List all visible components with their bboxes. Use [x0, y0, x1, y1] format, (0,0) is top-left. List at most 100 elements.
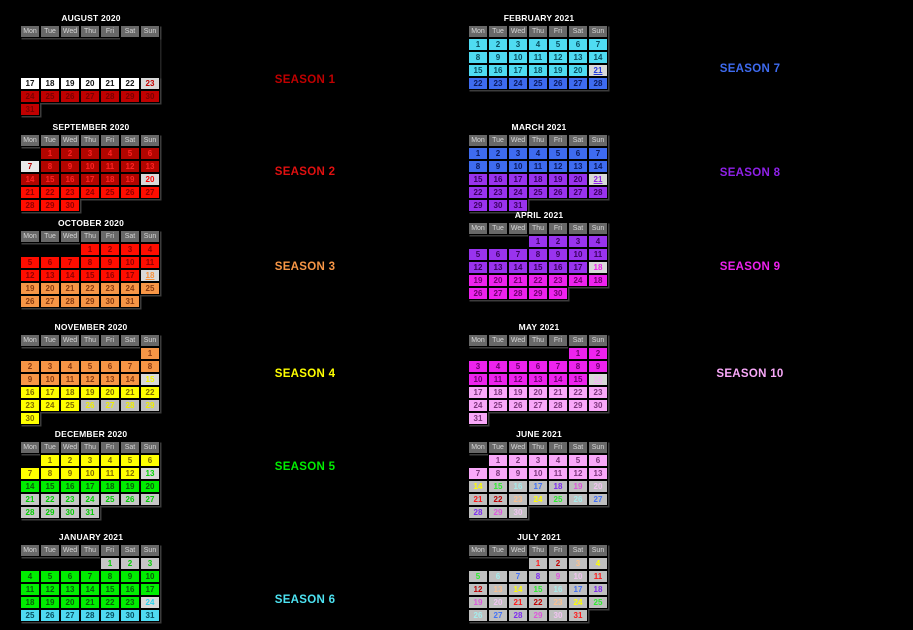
empty-slot [40, 103, 60, 116]
day-cell: 20 [568, 173, 588, 186]
day-cell: 21 [120, 386, 140, 399]
dow-header-cell: Mon [20, 134, 40, 147]
dow-header-cell: Thu [80, 334, 100, 347]
day-cell: 9 [508, 467, 528, 480]
dow-header-cell: Fri [100, 230, 120, 243]
day-cell: 11 [100, 467, 120, 480]
day-cell: 19 [120, 480, 140, 493]
month-december-2020: DECEMBER 2020 Mon Tue Wed Thu Fri Sat Sun 1 2 3 4 5 6… [20, 428, 162, 519]
day-cell: 6 [100, 360, 120, 373]
empty-slot [20, 347, 40, 360]
day-cell: 23 [508, 493, 528, 506]
day-cell: 5 [548, 38, 568, 51]
dow-header-cell: Thu [528, 441, 548, 454]
empty-slot [528, 506, 548, 519]
dow-header-cell: Tue [40, 230, 60, 243]
day-cell: 1 [80, 243, 100, 256]
dow-header-cell: Fri [548, 441, 568, 454]
day-cell: 3 [468, 360, 488, 373]
dow-header-cell: Mon [468, 134, 488, 147]
day-cell: 19 [80, 386, 100, 399]
day-cell: 11 [488, 373, 508, 386]
empty-slot [140, 506, 160, 519]
day-cell: 5 [548, 147, 568, 160]
dow-header-cell: Sun [140, 441, 160, 454]
day-cell: 12 [20, 269, 40, 282]
day-cell: 20 [488, 274, 508, 287]
day-cell: 27 [488, 287, 508, 300]
day-cell: 21 [508, 596, 528, 609]
day-cell: 19 [60, 77, 80, 90]
dow-header-cell: Mon [20, 230, 40, 243]
dow-header-cell: Tue [488, 134, 508, 147]
day-cell: 21 [20, 493, 40, 506]
day-cell: 1 [568, 347, 588, 360]
day-cell: 23 [120, 596, 140, 609]
day-cell: 7 [20, 467, 40, 480]
day-cell: 13 [488, 261, 508, 274]
dow-header-cell: Sat [120, 230, 140, 243]
day-cell: 28 [548, 399, 568, 412]
day-cell: 12 [548, 160, 568, 173]
day-cell: 18 [528, 173, 548, 186]
day-cell [120, 38, 140, 51]
day-cell: 23 [100, 282, 120, 295]
empty-slot [468, 235, 488, 248]
day-cell: 15 [528, 261, 548, 274]
day-cell: 7 [588, 38, 608, 51]
day-cell: 31 [468, 412, 488, 425]
empty-slot [60, 38, 80, 51]
empty-slot [508, 235, 528, 248]
day-cell [80, 64, 100, 77]
day-cell: 3 [80, 454, 100, 467]
day-cell: 7 [468, 467, 488, 480]
day-cell: 18 [588, 261, 608, 274]
day-cell: 3 [568, 235, 588, 248]
day-cell: 15 [40, 173, 60, 186]
day-cell: 29 [468, 199, 488, 212]
day-cell: 13 [588, 467, 608, 480]
day-cell: 5 [120, 147, 140, 160]
day-cell: 6 [40, 256, 60, 269]
day-cell [140, 38, 160, 51]
day-cell: 28 [588, 77, 608, 90]
dow-header-cell: Mon [468, 222, 488, 235]
day-cell: 25 [100, 186, 120, 199]
season-label-6: SEASON 6 [274, 594, 336, 606]
day-cell: 10 [528, 467, 548, 480]
day-cell: 11 [100, 160, 120, 173]
empty-slot [60, 557, 80, 570]
dow-header-cell: Wed [60, 544, 80, 557]
day-cell: 6 [568, 38, 588, 51]
day-cell: 14 [508, 261, 528, 274]
dow-header-cell: Fri [548, 544, 568, 557]
empty-slot [140, 295, 160, 308]
day-cell: 2 [508, 454, 528, 467]
day-cell: 13 [488, 583, 508, 596]
day-cell: 22 [528, 274, 548, 287]
day-cell: 24 [508, 77, 528, 90]
day-cell: 15 [100, 583, 120, 596]
day-cell: 23 [20, 399, 40, 412]
day-cell: 10 [40, 373, 60, 386]
day-cell: 7 [508, 570, 528, 583]
day-cell: 9 [100, 256, 120, 269]
season-label-1: SEASON 1 [274, 74, 336, 86]
dow-header-cell: Thu [80, 441, 100, 454]
day-cell: 26 [568, 493, 588, 506]
day-cell: 14 [20, 480, 40, 493]
day-cell: 28 [100, 90, 120, 103]
day-cell: 5 [468, 248, 488, 261]
day-cell: 1 [100, 557, 120, 570]
day-cell: 6 [140, 454, 160, 467]
day-cell: 20 [140, 173, 160, 186]
day-cell: 10 [140, 570, 160, 583]
day-cell: 10 [568, 570, 588, 583]
empty-slot [40, 412, 60, 425]
month-june-2021: JUNE 2021 Mon Tue Wed Thu Fri Sat Sun 1 2 3 4 5 6 7 8 9 1… [468, 428, 610, 519]
month-grid: Mon Tue Wed Thu Fri Sat Sun 1 2 3 4 5 6 7 8 9 10 11 12 13 14… [20, 334, 162, 425]
dow-header-cell: Wed [60, 334, 80, 347]
day-cell: 15 [468, 64, 488, 77]
day-cell [80, 51, 100, 64]
dow-header-cell: Tue [488, 222, 508, 235]
